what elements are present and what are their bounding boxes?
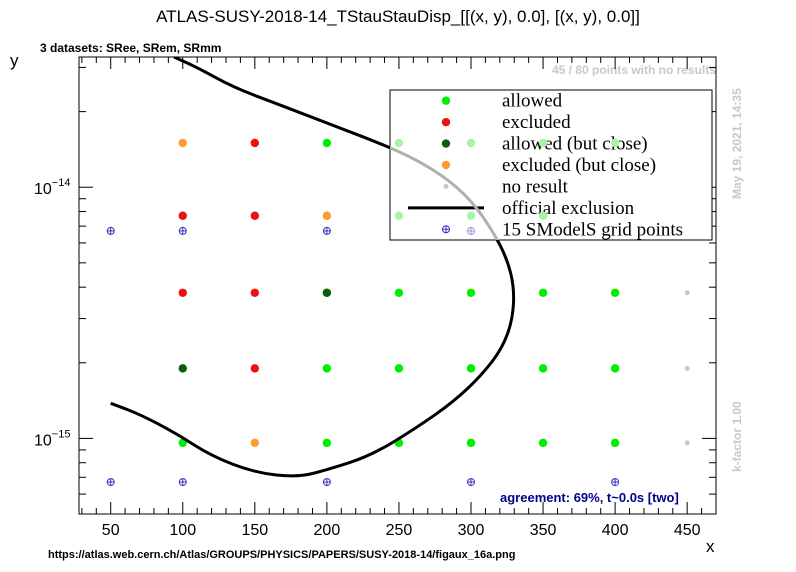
- allowed-close-point: [178, 364, 187, 373]
- legend-label-excluded: excluded: [502, 112, 571, 133]
- allowed-point-behind-legend: [610, 138, 620, 148]
- allowed-point: [322, 364, 332, 373]
- x-tick-label: 100: [169, 522, 196, 539]
- x-tick-label: 50: [102, 522, 120, 539]
- legend-label-official: official exclusion: [502, 198, 635, 219]
- x-tick-label: 350: [530, 522, 557, 539]
- allowed-point: [466, 438, 476, 448]
- official-exclusion-line: [110, 57, 516, 478]
- allowed-point-behind-legend: [394, 138, 404, 148]
- chart-subtitle: 3 datasets: SRee, SRem, SRmm: [40, 41, 221, 55]
- grid-point-marker: [322, 478, 331, 487]
- date-note: May 19, 2021, 14:35: [730, 88, 744, 199]
- x-tick-label: 300: [458, 522, 485, 539]
- legend-marker-excluded: [441, 117, 451, 127]
- noresult-point: [684, 440, 690, 446]
- grid-point-behind-legend: [467, 226, 475, 235]
- legend-label-noresult: no result: [502, 176, 569, 197]
- legend-label-allowed-close: allowed (but close): [502, 134, 648, 155]
- x-tick-label: 150: [241, 522, 268, 539]
- plot-frame: [78, 56, 717, 515]
- allowed-point: [394, 288, 404, 297]
- excluded-point: [178, 288, 187, 297]
- excluded-point: [250, 138, 260, 148]
- allowed-point: [610, 364, 620, 373]
- legend-marker-allowed-close: [441, 139, 451, 148]
- allowed-point: [610, 438, 620, 448]
- grid-point-marker: [611, 478, 620, 487]
- excluded-close-point: [322, 211, 332, 220]
- y-tick-label: 10−14: [34, 177, 70, 198]
- agreement-note: agreement: 69%, t~0.0s [two]: [500, 490, 679, 505]
- allowed-point-behind-legend: [394, 211, 404, 220]
- allowed-point-behind-legend: [538, 211, 548, 220]
- x-tick-label: 200: [314, 522, 341, 539]
- allowed-point: [538, 288, 548, 297]
- source-url: https://atlas.web.cern.ch/Atlas/GROUPS/P…: [48, 549, 515, 561]
- grid-point-marker: [106, 226, 115, 235]
- x-tick-label: 400: [602, 522, 629, 539]
- legend-marker-excluded-close: [441, 160, 451, 170]
- allowed-point: [466, 364, 476, 373]
- legend-label-allowed: allowed: [502, 91, 563, 112]
- noresult-point: [684, 365, 690, 371]
- allowed-point: [466, 288, 476, 297]
- grid-point-marker: [178, 226, 187, 235]
- excluded-point: [178, 211, 187, 220]
- excluded-point: [250, 288, 260, 297]
- allowed-point: [538, 364, 548, 373]
- y-tick-label: 10−15: [34, 428, 70, 449]
- allowed-close-point: [322, 288, 332, 297]
- grid-point-marker: [178, 478, 187, 487]
- grid-point-marker: [467, 478, 475, 487]
- y-axis-label: y: [10, 51, 19, 70]
- excluded-point: [250, 364, 260, 373]
- legend-marker-grid: [442, 225, 450, 234]
- chart-title: ATLAS-SUSY-2018-14_TStauStauDisp_[[(x, y…: [156, 7, 640, 26]
- grid-point-marker: [106, 478, 115, 487]
- excluded-close-point: [178, 138, 187, 148]
- allowed-point: [538, 438, 548, 448]
- legend-label-grid: 15 SModelS grid points: [502, 219, 683, 240]
- x-tick-label: 250: [386, 522, 413, 539]
- legend-marker-allowed: [441, 96, 451, 105]
- allowed-point: [322, 438, 332, 448]
- legend-label-excluded-close: excluded (but close): [502, 155, 656, 176]
- kfactor-note: k-factor 1.00: [730, 401, 744, 472]
- legend-marker-noresult: [443, 183, 449, 189]
- allowed-point-behind-legend: [466, 138, 476, 148]
- allowed-point-behind-legend: [538, 138, 548, 148]
- allowed-point: [322, 138, 332, 148]
- grid-point-marker: [322, 226, 331, 235]
- noresult-point: [684, 290, 690, 296]
- x-axis-label: x: [706, 537, 715, 556]
- allowed-point: [610, 288, 620, 297]
- allowed-point: [394, 364, 404, 373]
- excluded-point: [250, 211, 260, 220]
- allowed-point-behind-legend: [466, 211, 476, 220]
- points-note: 45 / 80 points with no results: [552, 63, 716, 77]
- excluded-close-point: [250, 438, 260, 448]
- x-tick-label: 450: [674, 522, 701, 539]
